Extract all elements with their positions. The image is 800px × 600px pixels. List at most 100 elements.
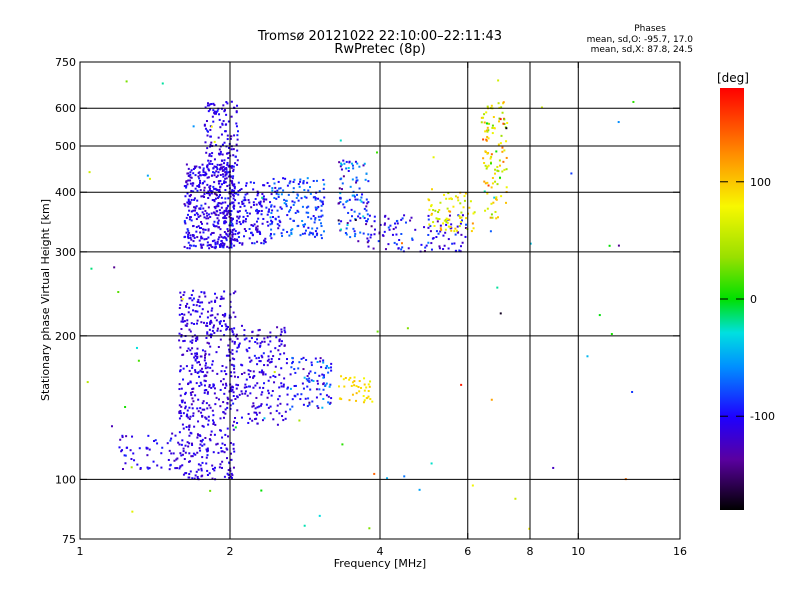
data-point [367, 395, 370, 398]
x-tick-label: 16 [673, 545, 687, 558]
data-point [279, 402, 282, 405]
data-point [209, 184, 212, 187]
data-point [196, 451, 199, 454]
data-point [200, 244, 203, 247]
data-point [207, 415, 210, 418]
data-point [353, 384, 356, 387]
data-point [323, 196, 326, 199]
data-point [340, 188, 343, 191]
data-point [284, 331, 287, 334]
data-point [209, 108, 212, 111]
data-point [196, 310, 199, 313]
data-point [274, 186, 277, 189]
data-point [204, 354, 207, 357]
data-point [347, 211, 350, 214]
data-point [340, 162, 343, 165]
data-point [252, 203, 255, 206]
data-point [198, 447, 201, 450]
data-point [202, 400, 205, 403]
data-point [218, 321, 221, 324]
data-point [294, 371, 297, 374]
data-point [265, 198, 268, 201]
data-point [185, 324, 188, 327]
data-point [407, 247, 410, 250]
data-point [223, 392, 226, 395]
data-point [196, 355, 199, 358]
data-point [221, 313, 224, 316]
data-point [196, 213, 199, 216]
data-point [423, 250, 426, 253]
data-point [218, 113, 221, 116]
data-point [192, 244, 195, 247]
data-point [222, 416, 225, 419]
colorbar-tick-label: -100 [750, 410, 775, 423]
data-point [306, 375, 309, 378]
data-point [188, 425, 191, 428]
data-point [371, 400, 374, 403]
data-point [209, 135, 212, 138]
data-point [242, 221, 245, 224]
data-point [201, 308, 204, 311]
data-point [219, 243, 222, 246]
data-point [206, 176, 209, 179]
data-point [211, 314, 214, 317]
data-point [208, 301, 211, 304]
data-point [212, 326, 215, 329]
data-point [365, 198, 368, 201]
data-point [222, 319, 225, 322]
data-point [196, 357, 199, 360]
data-point [266, 220, 269, 223]
data-point [215, 319, 218, 322]
data-point [197, 410, 200, 413]
data-point [445, 223, 448, 226]
data-point [203, 443, 206, 446]
data-point [252, 376, 255, 379]
data-point [204, 171, 207, 174]
data-point [259, 344, 262, 347]
data-point [262, 352, 265, 355]
data-point [225, 166, 228, 169]
data-point [236, 232, 239, 235]
data-point [253, 223, 256, 226]
data-point [206, 473, 209, 476]
data-point [328, 402, 331, 405]
data-point [484, 151, 487, 154]
data-point [217, 171, 220, 174]
data-point [275, 409, 278, 412]
data-point [146, 454, 149, 457]
data-point [275, 192, 278, 195]
data-point [496, 169, 499, 172]
data-point [361, 193, 364, 196]
data-point [185, 216, 188, 219]
data-point [229, 137, 232, 140]
data-point [187, 383, 190, 386]
data-point [245, 348, 248, 351]
data-point [168, 449, 171, 452]
data-point [297, 367, 300, 370]
data-point [514, 497, 517, 500]
data-point [435, 217, 438, 220]
data-point [436, 217, 439, 220]
data-point [227, 204, 230, 207]
data-point [180, 299, 183, 302]
data-point [198, 385, 201, 388]
data-point [206, 244, 209, 247]
data-point [219, 388, 222, 391]
data-point [503, 118, 506, 121]
data-point [181, 423, 184, 426]
data-point [439, 227, 442, 230]
data-point [351, 178, 354, 181]
data-point [232, 170, 235, 173]
data-point [316, 227, 319, 230]
data-point [307, 216, 310, 219]
data-point [203, 356, 206, 359]
data-point [201, 456, 204, 459]
data-point [248, 340, 251, 343]
data-point [189, 340, 192, 343]
data-point [205, 173, 208, 176]
data-point [373, 215, 376, 218]
data-point [459, 222, 462, 225]
data-point [124, 405, 127, 408]
data-point [243, 334, 246, 337]
data-point [291, 200, 294, 203]
